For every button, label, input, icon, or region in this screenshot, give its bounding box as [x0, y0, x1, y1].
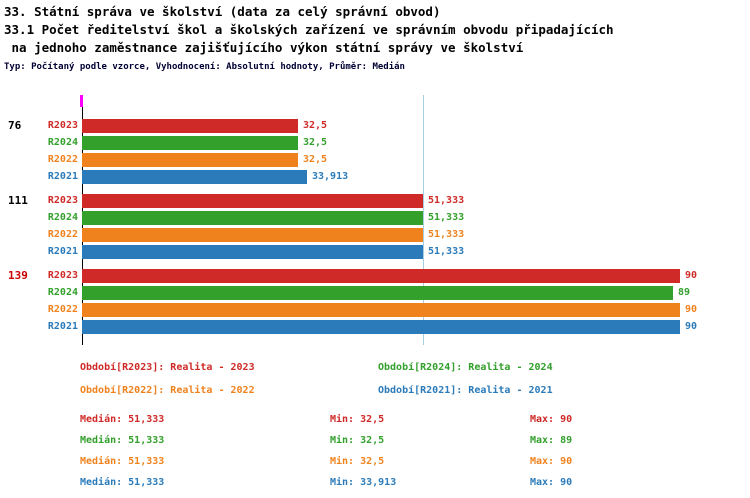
bar-r2021 — [82, 245, 423, 259]
series-label: R2022 — [47, 304, 78, 315]
title-line-2: 33.1 Počet ředitelství škol a školských … — [4, 22, 614, 37]
bar-row: R2024 89 — [0, 286, 750, 300]
bar-row: 111 R2023 51,333 — [0, 194, 750, 208]
series-label: R2024 — [47, 137, 78, 148]
series-label: R2024 — [47, 287, 78, 298]
bar-row: R2021 51,333 — [0, 245, 750, 259]
bar-value: 90 — [685, 304, 698, 315]
bar-value: 90 — [685, 270, 698, 281]
stat-median-r2023: Medián: 51,333 — [80, 414, 165, 425]
bar-value: 89 — [678, 287, 691, 298]
bar-value: 32,5 — [303, 120, 328, 131]
bar-value: 51,333 — [428, 212, 465, 223]
bar-r2021 — [82, 320, 680, 334]
bar-group: 139 R2023 90 R2024 89 R2022 90 R2021 90 — [0, 269, 750, 334]
bar-value: 33,913 — [312, 171, 349, 182]
stat-min-r2024: Min: 32,5 — [330, 435, 385, 446]
median-line — [423, 95, 424, 345]
series-label: R2021 — [47, 321, 78, 332]
chart-subtitle: Typ: Počítaný podle vzorce, Vyhodnocení:… — [4, 62, 405, 72]
series-label: R2024 — [47, 212, 78, 223]
title-line-1: 33. Státní správa ve školství (data za c… — [4, 4, 441, 19]
bar-r2022 — [82, 228, 423, 242]
legend-item-r2021: Období[R2021]: Realita - 2021 — [378, 385, 553, 396]
legend-item-r2023: Období[R2023]: Realita - 2023 — [80, 362, 255, 373]
stat-max-r2023: Max: 90 — [530, 414, 573, 425]
bar-value: 51,333 — [428, 195, 465, 206]
bar-r2022 — [82, 303, 680, 317]
series-label: R2023 — [47, 270, 78, 281]
series-label: R2022 — [47, 229, 78, 240]
bar-r2024 — [82, 136, 298, 150]
bar-r2023 — [82, 119, 298, 133]
bar-value: 90 — [685, 321, 698, 332]
bar-value: 51,333 — [428, 229, 465, 240]
series-label: R2023 — [47, 120, 78, 131]
stat-median-r2024: Medián: 51,333 — [80, 435, 165, 446]
bar-row: R2024 32,5 — [0, 136, 750, 150]
legend-item-r2024: Období[R2024]: Realita - 2024 — [378, 362, 553, 373]
stat-median-r2021: Medián: 51,333 — [80, 477, 165, 488]
bar-row: R2022 90 — [0, 303, 750, 317]
stat-min-r2021: Min: 33,913 — [330, 477, 397, 488]
stat-min-r2022: Min: 32,5 — [330, 456, 385, 467]
bar-r2024 — [82, 211, 423, 225]
bar-r2024 — [82, 286, 673, 300]
series-label: R2021 — [47, 171, 78, 182]
series-label: R2021 — [47, 246, 78, 257]
bar-row: R2022 32,5 — [0, 153, 750, 167]
title-line-3: na jednoho zaměstnance zajišťujícího výk… — [4, 40, 524, 55]
bar-group: 76 R2023 32,5 R2024 32,5 R2022 32,5 R2021 33,913 — [0, 119, 750, 184]
bar-value: 32,5 — [303, 137, 328, 148]
series-label: R2023 — [47, 195, 78, 206]
bar-group: 111 R2023 51,333 R2024 51,333 R2022 51,333 R202… — [0, 194, 750, 259]
bar-r2023 — [82, 194, 423, 208]
group-label: 76 — [8, 119, 22, 132]
series-label: R2022 — [47, 154, 78, 165]
stat-min-r2023: Min: 32,5 — [330, 414, 385, 425]
bar-value: 51,333 — [428, 246, 465, 257]
bar-r2021 — [82, 170, 307, 184]
group-label: 139 — [8, 269, 28, 282]
group-label: 111 — [8, 194, 28, 207]
bar-row: R2021 33,913 — [0, 170, 750, 184]
bar-r2023 — [82, 269, 680, 283]
bar-groups: 76 R2023 32,5 R2024 32,5 R2022 32,5 R2021 33,913… — [0, 119, 750, 344]
bar-row: 76 R2023 32,5 — [0, 119, 750, 133]
stat-max-r2022: Max: 90 — [530, 456, 573, 467]
axis-tick — [80, 95, 83, 107]
stat-max-r2021: Max: 90 — [530, 477, 573, 488]
bar-r2022 — [82, 153, 298, 167]
legend-item-r2022: Období[R2022]: Realita - 2022 — [80, 385, 255, 396]
bar-row: R2022 51,333 — [0, 228, 750, 242]
bar-row: R2024 51,333 — [0, 211, 750, 225]
bar-row: R2021 90 — [0, 320, 750, 334]
stat-max-r2024: Max: 89 — [530, 435, 573, 446]
stat-median-r2022: Medián: 51,333 — [80, 456, 165, 467]
bar-row: 139 R2023 90 — [0, 269, 750, 283]
chart-title: 33. Státní správa ve školství (data za c… — [4, 3, 614, 57]
bar-value: 32,5 — [303, 154, 328, 165]
